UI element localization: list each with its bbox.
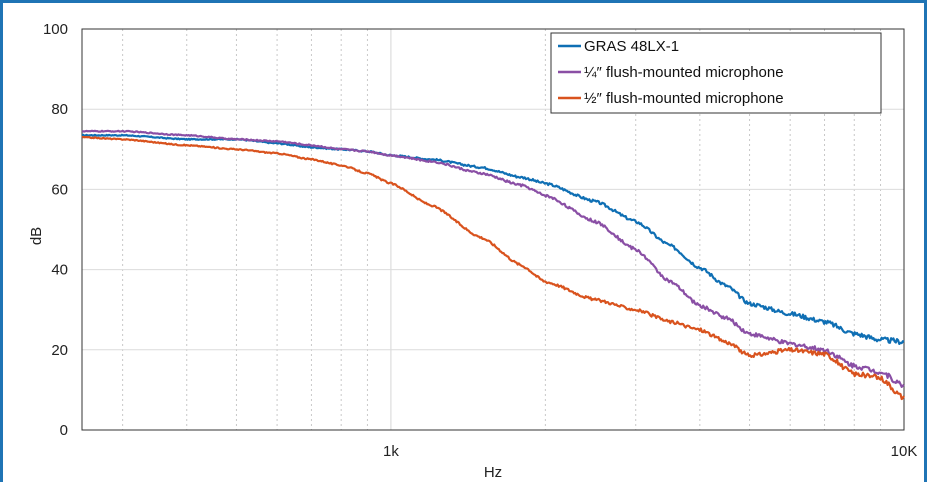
series-line [81,133,905,345]
y-tick-label: 80 [51,101,68,118]
x-tick-labels: 1k 10K [383,443,917,460]
legend-label: ½″ flush-mounted microphone [584,90,784,107]
series-line [81,135,905,401]
legend: GRAS 48LX-1 ¼″ flush-mounted microphone ½″… [550,32,882,114]
x-tick-label: 10K [891,443,918,460]
y-axis-label: dB [28,227,45,245]
y-tick-label: 100 [43,21,68,38]
x-tick-label: 1k [383,443,399,460]
legend-box [550,32,882,114]
series-line [81,129,905,388]
y-tick-label: 0 [60,422,68,439]
legend-label: GRAS 48LX-1 [584,38,679,55]
x-axis-label: Hz [484,464,502,481]
y-tick-label: 60 [51,181,68,198]
y-tick-label: 20 [51,342,68,359]
legend-label: ¼″ flush-mounted microphone [584,64,784,81]
series-lines [81,129,905,401]
plot-area [81,28,905,431]
y-tick-labels: 0 20 40 60 80 100 [43,21,68,439]
y-tick-label: 40 [51,262,68,279]
